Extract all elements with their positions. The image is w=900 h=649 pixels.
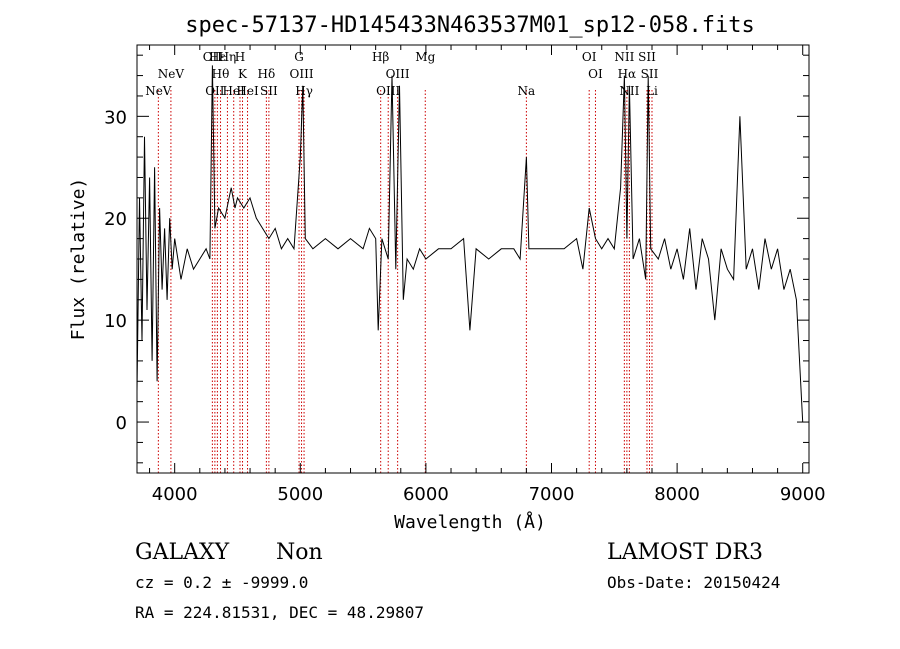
- x-tick-label: 8000: [654, 484, 700, 505]
- x-tick-label: 6000: [403, 484, 449, 505]
- line-label: OIII: [376, 84, 400, 98]
- line-label: OIII: [290, 67, 314, 81]
- line-label: Hγ: [295, 84, 313, 98]
- x-tick-label: 4000: [152, 484, 198, 505]
- spectrum-series: [136, 65, 804, 423]
- y-tick-label: 20: [104, 209, 127, 230]
- subclass-label: Non: [276, 540, 323, 565]
- class-label: GALAXY: [135, 540, 230, 565]
- line-label: Hε: [209, 50, 226, 64]
- line-label: Hβ: [372, 50, 389, 64]
- x-tick-label: 5000: [277, 484, 323, 505]
- line-label: Li: [646, 84, 658, 98]
- line-label: H: [235, 50, 245, 64]
- line-label: Hη: [219, 50, 237, 64]
- line-label: OII: [203, 50, 223, 64]
- line-label: Mg: [415, 50, 435, 64]
- line-label: OI: [582, 50, 597, 64]
- chart-title: spec-57137-HD145433N463537M01_sp12-058.f…: [185, 13, 755, 38]
- y-axis-label: Flux (relative): [68, 178, 89, 341]
- line-label: Hδ: [258, 67, 276, 81]
- y-tick-label: 30: [104, 107, 127, 128]
- redshift-text: cz = 0.2 ± -9999.0: [135, 573, 308, 592]
- line-label: K: [238, 67, 248, 81]
- line-label: SII: [260, 84, 278, 98]
- line-label: SII: [641, 67, 659, 81]
- line-label: NII: [614, 50, 634, 64]
- emission-line-labels: NeVNeVOIIOIIHεHθHηHeIHKHeIHδSIIGOIIIHγHβ…: [145, 50, 658, 98]
- line-label: Hα: [618, 67, 637, 81]
- x-axis-label: Wavelength (Å): [394, 511, 546, 533]
- line-label: SII: [638, 50, 656, 64]
- line-label: OI: [588, 67, 603, 81]
- line-label: HeI: [236, 84, 259, 98]
- y-tick-label: 0: [116, 413, 127, 434]
- axis-ticks: 4000 5000 6000 7000 8000 9000 0 10 20 30: [104, 45, 826, 505]
- line-label: NeV: [145, 84, 172, 98]
- line-label: OII: [205, 84, 225, 98]
- line-label: HeI: [223, 84, 246, 98]
- coordinates-text: RA = 224.81531, DEC = 48.29807: [135, 603, 424, 622]
- spectrum-line: [136, 65, 804, 423]
- y-tick-label: 10: [104, 311, 127, 332]
- x-tick-label: 7000: [529, 484, 575, 505]
- line-label: G: [294, 50, 304, 64]
- line-label: NII: [619, 84, 639, 98]
- survey-label: LAMOST DR3: [607, 540, 763, 565]
- line-label: OIII: [386, 67, 410, 81]
- line-label: NeV: [158, 67, 185, 81]
- line-label: Na: [518, 84, 536, 98]
- line-label: Hθ: [212, 67, 230, 81]
- obs-date-text: Obs-Date: 20150424: [607, 573, 780, 592]
- x-tick-label: 9000: [780, 484, 826, 505]
